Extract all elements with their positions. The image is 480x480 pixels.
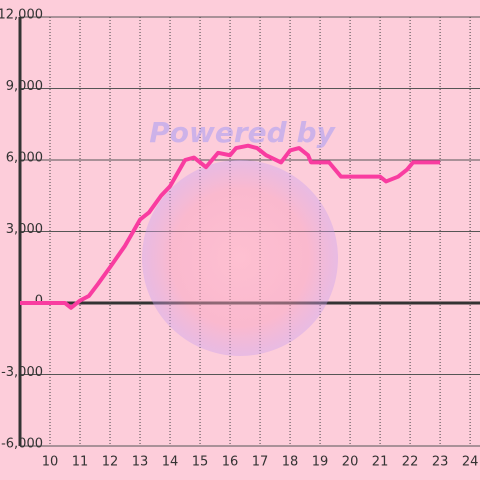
x-tick-label: 18: [282, 455, 299, 470]
data-line: [20, 143, 441, 310]
x-tick-label: 11: [72, 455, 89, 470]
x-tick-label: 14: [162, 455, 179, 470]
watermark-text: Powered by: [149, 116, 336, 149]
x-tick-label: 21: [372, 455, 389, 470]
x-tick-label: 19: [312, 455, 329, 470]
x-tick-label: 13: [132, 455, 149, 470]
x-tick-label: 12: [102, 455, 119, 470]
x-tick-label: 16: [222, 455, 239, 470]
y-tick-label: 3,000: [6, 222, 43, 237]
x-tick-label: 24: [462, 455, 479, 470]
y-tick-label: -3,000: [1, 365, 43, 380]
x-tick-label: 17: [252, 455, 269, 470]
x-tick-label: 22: [402, 455, 419, 470]
watermark-logo: [142, 160, 338, 356]
y-tick-label: -6,000: [1, 437, 43, 452]
x-tick-label: 23: [432, 455, 449, 470]
y-tick-label: 6,000: [6, 151, 43, 166]
y-tick-label: 9,000: [6, 79, 43, 94]
y-tick-label: 12,000: [0, 8, 43, 23]
x-tick-label: 20: [342, 455, 359, 470]
x-tick-label: 10: [42, 455, 59, 470]
x-tick-label: 15: [192, 455, 209, 470]
grid: [18, 16, 480, 447]
